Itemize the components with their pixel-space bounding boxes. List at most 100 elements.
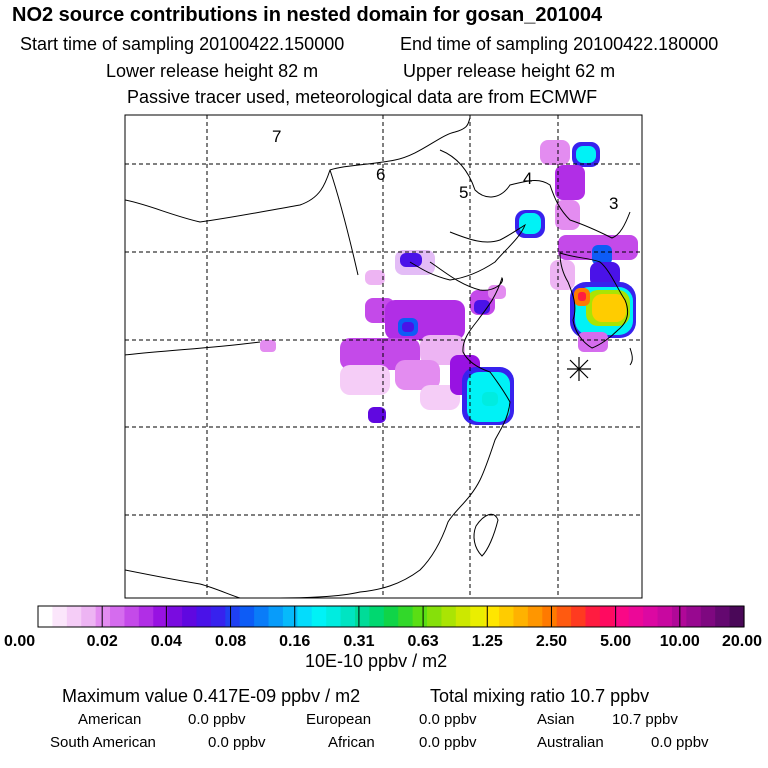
zone-label-7: 7 [272, 127, 281, 146]
colorbar-tick-label: 5.00 [600, 633, 631, 650]
conc-patch [576, 146, 596, 163]
colorbar-swatch [412, 606, 428, 627]
american-value: 0.0 ppbv [188, 711, 246, 728]
colorbar-tick-label: 0.00 [4, 633, 35, 650]
colorbar-unit: 10E-10 ppbv / m2 [305, 651, 448, 671]
colorbar-swatch [326, 606, 342, 627]
conc-patch [260, 340, 276, 352]
colorbar-swatch [38, 606, 54, 627]
colorbar-swatch [628, 606, 644, 627]
colorbar-swatch [383, 606, 399, 627]
colorbar-swatches [38, 606, 745, 627]
colorbar-tick-label: 10.00 [660, 633, 700, 650]
lower-release-height: Lower release height 82 m [106, 61, 319, 81]
zone-label-6: 6 [376, 165, 385, 184]
colorbar-swatch [542, 606, 558, 627]
colorbar-swatch [110, 606, 126, 627]
colorbar-swatch [138, 606, 154, 627]
australian-value: 0.0 ppbv [651, 734, 709, 751]
colorbar-swatch [196, 606, 212, 627]
african-label: African [328, 734, 375, 751]
colorbar-swatch [254, 606, 270, 627]
end-time: End time of sampling 20100422.180000 [400, 34, 719, 54]
map-frame [124, 114, 643, 599]
colorbar-dividers [37, 606, 745, 627]
colorbar-tick-label: 2.50 [536, 633, 567, 650]
zone-label-5: 5 [459, 183, 468, 202]
conc-patch [555, 200, 580, 230]
colorbar-swatch [455, 606, 471, 627]
colorbar-swatch [210, 606, 226, 627]
colorbar-tick-label: 0.08 [215, 633, 246, 650]
upper-release-height: Upper release height 62 m [403, 61, 616, 81]
conc-patch [519, 213, 541, 234]
conc-patch [395, 360, 440, 390]
colorbar-swatch [643, 606, 659, 627]
colorbar-swatch [585, 606, 601, 627]
colorbar-swatch [81, 606, 97, 627]
conc-patch [592, 245, 612, 265]
colorbar-ticks: 0.00 0.02 0.04 0.08 0.16 0.31 0.63 1.25 2.50 5.00… [4, 633, 762, 650]
start-time: Start time of sampling 20100422.150000 [20, 34, 345, 54]
african-value: 0.0 ppbv [419, 734, 477, 751]
conc-patch [368, 407, 386, 423]
colorbar-tick-label: 0.02 [87, 633, 118, 650]
colorbar-tick-label: 0.63 [408, 633, 439, 650]
colorbar-swatch [657, 606, 673, 627]
colorbar-swatch [470, 606, 486, 627]
colorbar-tick-label: 0.04 [151, 633, 182, 650]
conc-patch [540, 140, 570, 165]
conc-patch [402, 322, 414, 332]
colorbar-tick-label: 1.25 [472, 633, 503, 650]
colorbar-swatch [686, 606, 702, 627]
colorbar-swatch [427, 606, 443, 627]
conc-patch [578, 332, 608, 352]
colorbar-swatch [282, 606, 298, 627]
colorbar-tick-label: 0.31 [343, 633, 374, 650]
zone-label-3: 3 [609, 194, 618, 213]
maximum-value: Maximum value 0.417E-09 ppbv / m2 [62, 686, 361, 706]
colorbar-swatch [556, 606, 572, 627]
zone-label-4: 4 [523, 169, 532, 188]
colorbar-swatch [66, 606, 82, 627]
colorbar-swatch [182, 606, 198, 627]
conc-patch [590, 262, 620, 287]
colorbar-swatch [499, 606, 515, 627]
asian-value: 10.7 ppbv [612, 711, 678, 728]
conc-patch [365, 270, 385, 285]
colorbar-tick-label: 20.00 [722, 633, 762, 650]
colorbar-swatch [354, 606, 370, 627]
colorbar-swatch [225, 606, 241, 627]
colorbar-swatch [715, 606, 731, 627]
south-american-value: 0.0 ppbv [208, 734, 266, 751]
concentration-field [260, 140, 638, 425]
conc-patch [474, 300, 490, 314]
conc-patch [420, 385, 460, 410]
tracer-note: Passive tracer used, meteorological data… [127, 87, 598, 107]
colorbar-swatch [52, 606, 68, 627]
colorbar-swatch [484, 606, 500, 627]
colorbar-swatch [614, 606, 630, 627]
south-american-label: South American [50, 734, 156, 751]
colorbar-swatch [513, 606, 529, 627]
european-label: European [306, 711, 372, 728]
colorbar-swatch [700, 606, 716, 627]
american-label: American [78, 711, 142, 728]
coastline [125, 117, 633, 598]
australian-label: Australian [537, 734, 604, 751]
plot-title: NO2 source contributions in nested domai… [12, 4, 603, 26]
colorbar-swatch [599, 606, 615, 627]
colorbar-swatch [167, 606, 183, 627]
conc-patch [482, 392, 498, 406]
asian-label: Asian [537, 711, 575, 728]
colorbar-swatch [297, 606, 313, 627]
colorbar-swatch [239, 606, 255, 627]
conc-patch [340, 365, 390, 395]
receptor-star-icon [567, 357, 591, 381]
colorbar-swatch [95, 606, 111, 627]
colorbar-swatch [153, 606, 169, 627]
colorbar-swatch [124, 606, 140, 627]
colorbar-swatch [340, 606, 356, 627]
